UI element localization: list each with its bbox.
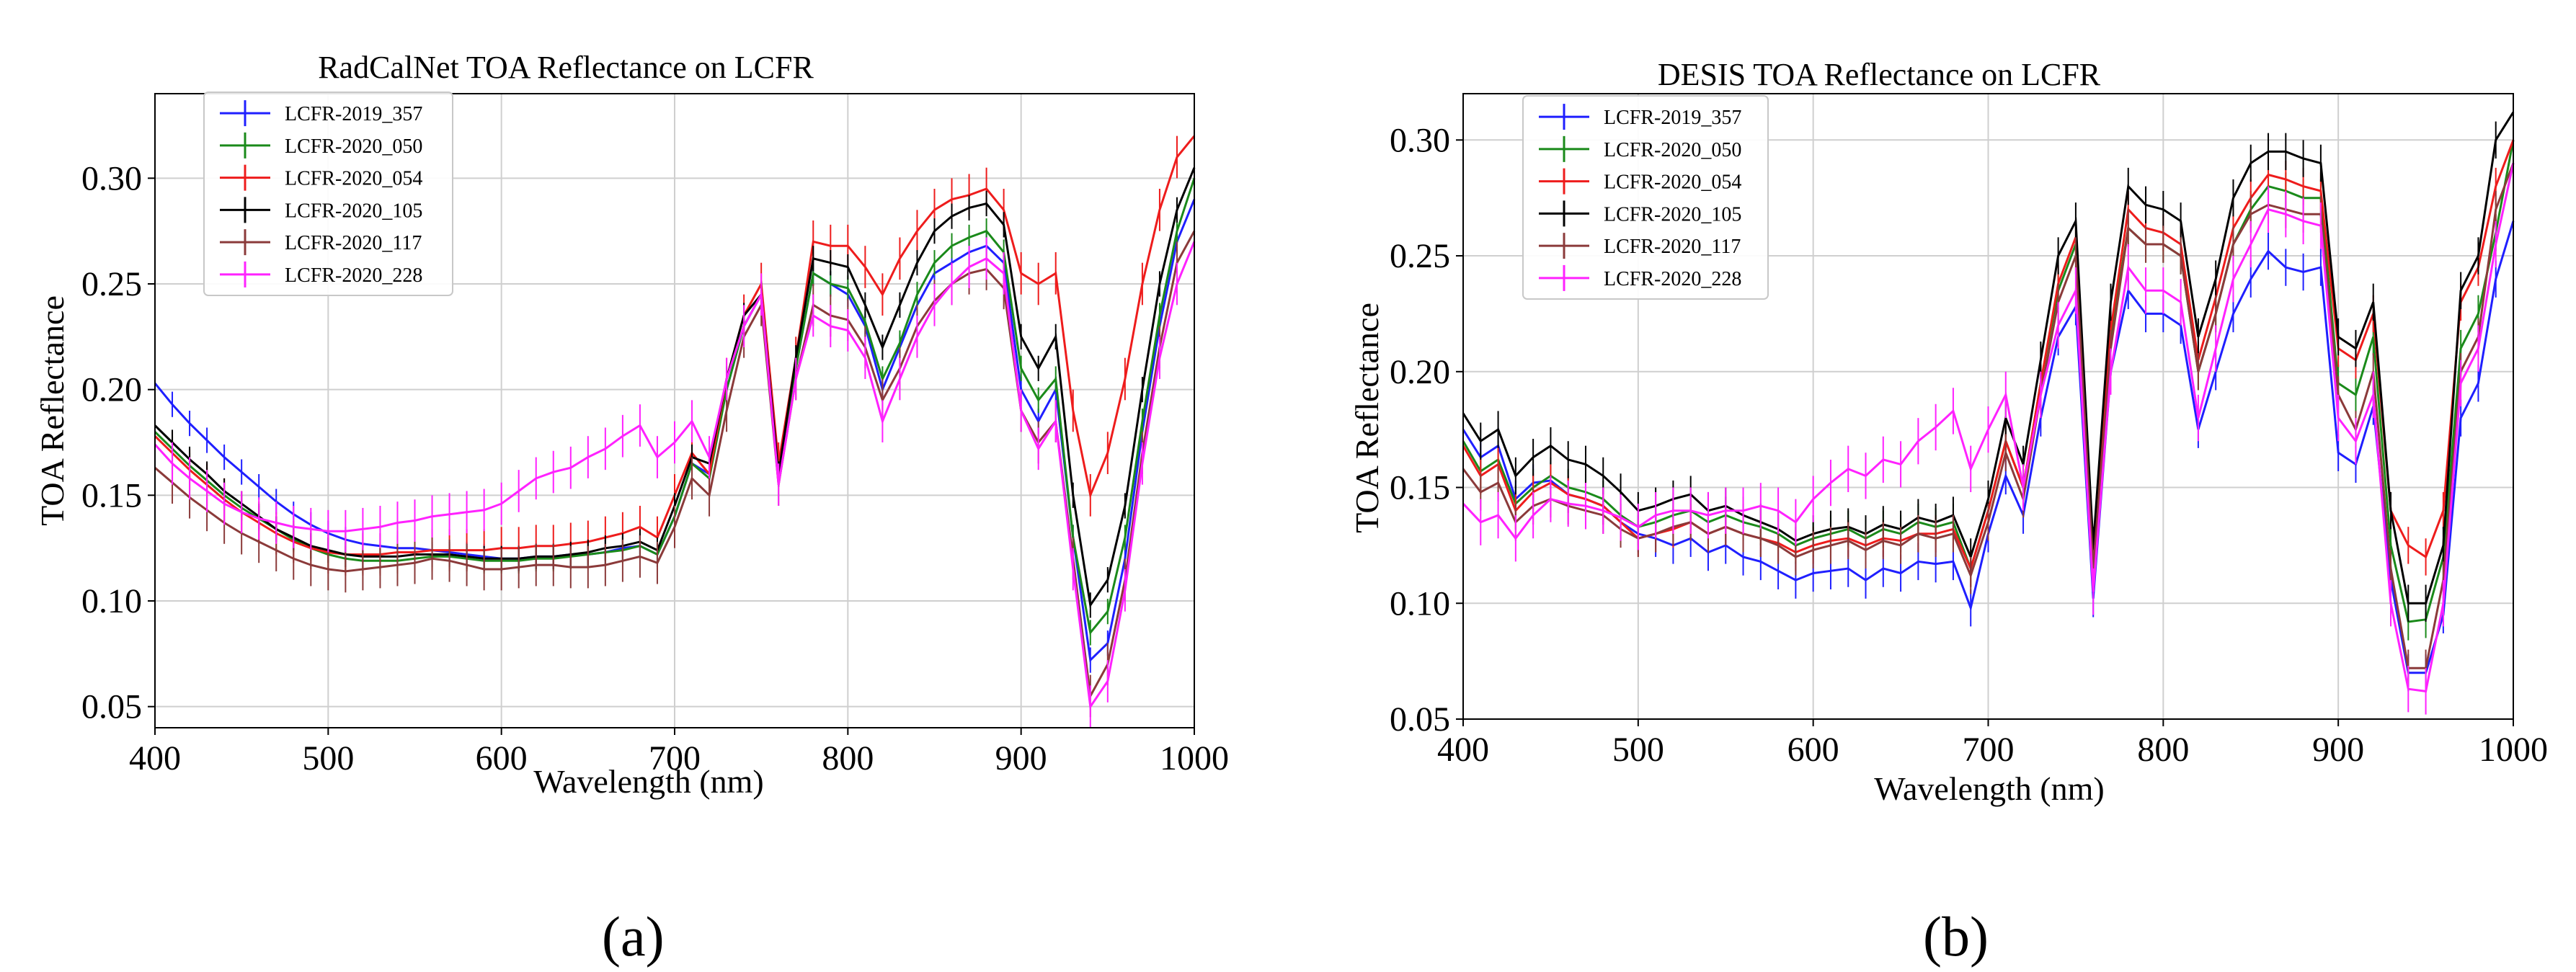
legend-label: LCFR-2020_054 [285,168,422,190]
chart-b-ylabel: TOA Reflectance [1349,303,1385,533]
x-tick-label: 1000 [2479,731,2548,769]
legend-label: LCFR-2019_357 [285,103,422,125]
y-tick-label: 0.25 [1390,237,1450,275]
y-tick-label: 0.30 [1390,121,1450,159]
chart-b-title: DESIS TOA Reflectance on LCFR [1658,57,2101,92]
y-tick-label: 0.15 [1390,469,1450,507]
chart-b-legend: LCFR-2019_357 LCFR-2020_050 LCFR-2020_054 L… [1522,95,1769,300]
chart-b-ticks: 400 500 600 700 800 900 1000 0.05 0.10 0.15 0.20 0.… [1390,121,2548,769]
x-tick-label: 600 [476,739,528,777]
legend-label: LCFR-2020_228 [1604,268,1741,290]
chart-a-ylabel: TOA Reflectance [34,295,71,526]
legend-item: LCFR-2020_050 [1539,135,1741,162]
x-tick-label: 600 [1787,731,1839,769]
chart-a-legend: LCFR-2019_357 LCFR-2020_050 LCFR-2020_054 L… [203,92,453,296]
legend-label: LCFR-2020_117 [1604,236,1741,258]
legend-item: LCFR-2019_357 [220,100,422,127]
legend-label: LCFR-2020_105 [1604,203,1741,226]
legend-box [1522,95,1769,300]
y-tick-label: 0.05 [1390,700,1450,739]
legend-item: LCFR-2020_105 [220,197,422,223]
legend-label: LCFR-2020_228 [285,264,422,287]
legend-item: LCFR-2020_105 [1539,200,1741,227]
series-LCFR-2020_228 [1462,140,2515,715]
legend-item: LCFR-2020_228 [1539,264,1741,291]
legend-label: LCFR-2020_105 [285,200,422,222]
x-tick-label: 400 [1437,731,1489,769]
legend-item: LCFR-2020_117 [220,229,422,256]
chart-a-xlabel: Wavelength (nm) [533,763,763,800]
panel-a-caption: (a) [602,905,665,968]
legend-label: LCFR-2020_054 [1604,171,1741,194]
x-tick-label: 700 [1963,731,2015,769]
x-tick-label: 700 [649,739,701,777]
legend-item: LCFR-2020_054 [1539,168,1741,195]
x-tick-label: 500 [1612,731,1664,769]
x-tick-label: 400 [129,739,181,777]
legend-item: LCFR-2020_228 [220,261,422,287]
chart-b-xlabel: Wavelength (nm) [1874,770,2104,807]
chart-panel-a: RadCalNet TOA Reflectance on LCFR 400 500… [34,50,1229,800]
chart-a-series [154,115,1196,728]
legend-item: LCFR-2020_117 [1539,233,1741,259]
x-tick-label: 800 [2137,731,2189,769]
x-tick-label: 900 [2312,731,2364,769]
x-tick-label: 1000 [1160,739,1229,777]
legend-label: LCFR-2020_050 [285,135,422,158]
legend-label: LCFR-2020_117 [285,232,422,254]
legend-item: LCFR-2020_054 [220,164,422,191]
x-tick-label: 500 [302,739,354,777]
y-tick-label: 0.10 [1390,584,1450,623]
legend-label: LCFR-2020_050 [1604,139,1741,161]
y-tick-label: 0.25 [81,265,142,303]
x-tick-label: 900 [995,739,1047,777]
legend-box [203,92,453,296]
y-tick-label: 0.10 [81,582,142,620]
x-tick-label: 800 [822,739,874,777]
y-tick-label: 0.20 [1390,353,1450,391]
legend-item: LCFR-2020_050 [220,132,422,159]
y-tick-label: 0.15 [81,476,142,514]
panel-b-caption: (b) [1923,905,1989,968]
y-tick-label: 0.30 [81,159,142,197]
chart-panel-b: DESIS TOA Reflectance on LCFR 400 500 600 7… [1349,57,2548,807]
chart-a-title: RadCalNet TOA Reflectance on LCFR [318,50,814,85]
chart-a-ticks: 400 500 600 700 800 900 1000 0.05 0.10 0.15 0.20 0.… [81,159,1229,777]
y-tick-label: 0.20 [81,371,142,409]
legend-item: LCFR-2019_357 [1539,104,1741,130]
legend-label: LCFR-2019_357 [1604,107,1741,129]
y-tick-label: 0.05 [81,688,142,726]
series-LCFR-2020_228 [154,220,1196,728]
